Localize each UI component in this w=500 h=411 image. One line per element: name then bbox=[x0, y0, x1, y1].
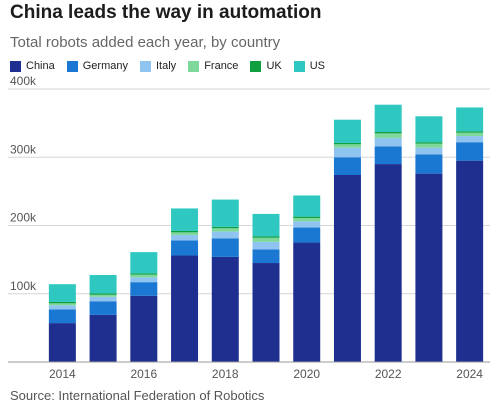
bar-segment-uk-2024 bbox=[456, 131, 484, 133]
bar-segment-germany-2019 bbox=[252, 249, 280, 264]
chart-subtitle: Total robots added each year, by country bbox=[10, 34, 281, 51]
bar-segment-germany-2016 bbox=[130, 282, 158, 296]
bar-segment-france-2024 bbox=[456, 132, 484, 137]
bar-segment-us-2021 bbox=[333, 119, 361, 143]
bar-segment-uk-2023 bbox=[415, 142, 443, 144]
bar-segment-us-2024 bbox=[456, 107, 484, 132]
bar-segment-france-2014 bbox=[48, 303, 76, 306]
bar-segment-china-2019 bbox=[252, 263, 280, 362]
bar-segment-uk-2014 bbox=[48, 301, 76, 304]
legend-swatch-france bbox=[188, 60, 200, 72]
legend-label: China bbox=[26, 60, 55, 72]
bar-segment-germany-2018 bbox=[211, 238, 239, 257]
bar-segment-germany-2022 bbox=[374, 146, 402, 165]
bar-segment-france-2020 bbox=[293, 217, 321, 222]
legend-swatch-china bbox=[10, 60, 21, 72]
bar-segment-france-2015 bbox=[89, 294, 117, 297]
y-tick-label: 400k bbox=[10, 74, 37, 88]
bar-segment-uk-2021 bbox=[333, 142, 361, 145]
legend-item-china: China bbox=[10, 60, 55, 72]
legend-label: France bbox=[204, 60, 239, 72]
legend-item-italy: Italy bbox=[140, 60, 176, 72]
y-tick-label: 100k bbox=[10, 279, 37, 293]
bar-segment-italy-2018 bbox=[211, 231, 239, 239]
legend-item-us: US bbox=[293, 60, 325, 72]
legend-swatch-italy bbox=[140, 60, 151, 72]
legend-item-france: France bbox=[188, 60, 238, 72]
bar-segment-germany-2023 bbox=[415, 154, 443, 174]
bar-segment-china-2021 bbox=[333, 174, 361, 362]
bar-segment-us-2019 bbox=[252, 213, 280, 237]
legend-label: Germany bbox=[82, 60, 128, 72]
bar-segment-italy-2020 bbox=[293, 221, 321, 228]
bar-segment-us-2015 bbox=[89, 274, 117, 294]
bar-segment-france-2022 bbox=[374, 133, 402, 139]
bar-segment-italy-2015 bbox=[89, 296, 117, 302]
bar-segment-italy-2021 bbox=[333, 147, 361, 158]
bar-segment-france-2019 bbox=[252, 237, 280, 242]
bar-segment-china-2022 bbox=[374, 164, 402, 362]
bar-segment-france-2021 bbox=[333, 144, 361, 148]
bar-segment-italy-2014 bbox=[48, 305, 76, 310]
bar-segment-china-2024 bbox=[456, 160, 484, 362]
x-tick-label: 2020 bbox=[293, 367, 320, 381]
bar-segment-us-2014 bbox=[48, 284, 76, 302]
bar-segment-france-2018 bbox=[211, 228, 239, 232]
legend-label: US bbox=[309, 60, 325, 72]
bar-segment-germany-2021 bbox=[333, 157, 361, 175]
legend-swatch-uk bbox=[250, 60, 262, 72]
bar-segment-china-2018 bbox=[211, 256, 239, 362]
bar-segment-us-2022 bbox=[374, 104, 402, 132]
bar-segment-italy-2019 bbox=[252, 241, 280, 250]
bar-segment-germany-2017 bbox=[171, 240, 199, 256]
bar-segment-france-2016 bbox=[130, 274, 158, 278]
bar-segment-uk-2020 bbox=[293, 216, 321, 218]
x-tick-label: 2024 bbox=[456, 367, 483, 381]
bar-segment-italy-2022 bbox=[374, 138, 402, 147]
bar-segment-uk-2022 bbox=[374, 131, 402, 134]
bar-segment-china-2014 bbox=[48, 323, 76, 362]
bar-segment-us-2023 bbox=[415, 116, 443, 143]
bar-segment-italy-2023 bbox=[415, 147, 443, 155]
legend-swatch-germany bbox=[66, 60, 78, 72]
bar-segment-us-2017 bbox=[171, 208, 199, 231]
legend-item-uk: UK bbox=[250, 60, 282, 72]
bar-segment-germany-2020 bbox=[293, 227, 321, 243]
bar-segment-germany-2014 bbox=[48, 309, 76, 324]
bar-segment-italy-2017 bbox=[171, 235, 199, 241]
bar-segment-uk-2016 bbox=[130, 273, 158, 275]
bar-segment-uk-2015 bbox=[89, 293, 117, 295]
bar-segment-italy-2016 bbox=[130, 277, 158, 283]
legend-item-germany: Germany bbox=[66, 60, 128, 72]
bar-segment-us-2018 bbox=[211, 199, 239, 227]
bar-segment-us-2016 bbox=[130, 252, 158, 274]
x-tick-label: 2016 bbox=[130, 367, 157, 381]
legend: China Germany Italy France UK US bbox=[10, 60, 325, 72]
bar-segment-us-2020 bbox=[293, 195, 321, 217]
bar-segment-china-2017 bbox=[171, 255, 199, 362]
bar-segment-france-2017 bbox=[171, 232, 199, 236]
bar-segment-china-2020 bbox=[293, 242, 321, 362]
bar-segment-china-2016 bbox=[130, 295, 158, 362]
y-tick-label: 200k bbox=[10, 211, 37, 225]
bar-segment-france-2023 bbox=[415, 143, 443, 148]
bar-segment-italy-2024 bbox=[456, 136, 484, 143]
bar-segment-uk-2017 bbox=[171, 230, 199, 233]
source-note: Source: International Federation of Robo… bbox=[10, 388, 265, 403]
bar-segment-china-2015 bbox=[89, 314, 117, 362]
x-tick-label: 2022 bbox=[375, 367, 402, 381]
bar-segment-china-2023 bbox=[415, 173, 443, 362]
y-tick-label: 300k bbox=[10, 142, 37, 156]
legend-label: Italy bbox=[156, 60, 177, 72]
legend-swatch-us bbox=[293, 60, 305, 72]
bar-segment-germany-2024 bbox=[456, 142, 484, 161]
bar-segment-uk-2018 bbox=[211, 226, 239, 229]
legend-label: UK bbox=[266, 60, 282, 72]
x-tick-label: 2014 bbox=[49, 367, 76, 381]
x-tick-label: 2018 bbox=[212, 367, 239, 381]
bar-segment-uk-2019 bbox=[252, 236, 280, 238]
chart-title: China leads the way in automation bbox=[10, 2, 322, 23]
bar-segment-germany-2015 bbox=[89, 301, 117, 315]
